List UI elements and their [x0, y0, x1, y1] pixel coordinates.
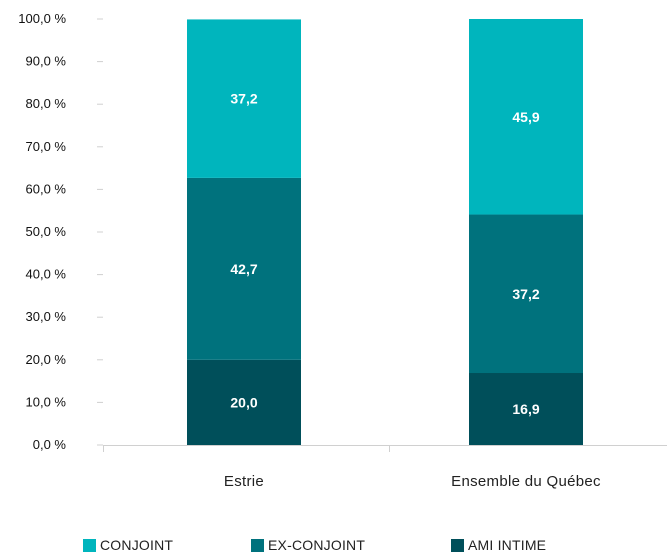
- y-axis: 0,0 % 10,0 % 20,0 % 30,0 % 40,0 % 50,0 % 60,0 …: [18, 11, 103, 452]
- legend-swatch-ami-intime: [451, 538, 464, 552]
- bar-segment-conjoint-ensemble-du-quebec: [469, 19, 583, 215]
- y-tick-label: 50,0 %: [26, 224, 67, 239]
- legend-label-ami-intime: AMI INTIME: [468, 537, 547, 553]
- bar-segment-ex-conjoint-estrie: [187, 177, 301, 360]
- stacked-bar-chart: 0,0 % 10,0 % 20,0 % 30,0 % 40,0 % 50,0 % 60,0 …: [18, 11, 667, 490]
- bar-segment-conjoint-estrie: [187, 19, 301, 178]
- x-category-label: Estrie: [224, 473, 264, 490]
- data-label-conjoint-estrie: 37,2: [230, 91, 257, 107]
- data-label-ami-intime-estrie: 20,0: [230, 394, 257, 410]
- y-tick-label: 20,0 %: [26, 352, 67, 367]
- bar-segment-ami-intime-ensemble-du-quebec: [469, 373, 583, 445]
- y-tick-label: 10,0 %: [26, 394, 67, 409]
- legend-item-ami-intime: AMI INTIME: [451, 537, 546, 553]
- y-tick-label: 0,0 %: [33, 437, 67, 452]
- data-label-conjoint-ensemble-du-quebec: 45,9: [512, 109, 539, 125]
- legend-label-ex-conjoint: EX-CONJOINT: [268, 537, 366, 553]
- bars: 20,0 42,7 37,2 16,9 37,2 45,9: [187, 19, 583, 445]
- legend: CONJOINT EX-CONJOINT AMI INTIME: [0, 537, 667, 557]
- bar-segment-ami-intime-estrie: [187, 359, 301, 445]
- x-axis: Estrie Ensemble du Québec: [103, 445, 667, 490]
- x-category-label: Ensemble du Québec: [451, 473, 601, 490]
- legend-swatch-conjoint: [83, 538, 96, 552]
- bar-segment-ex-conjoint-ensemble-du-quebec: [469, 214, 583, 374]
- data-label-ex-conjoint-estrie: 42,7: [230, 261, 257, 277]
- legend-item-ex-conjoint: EX-CONJOINT: [251, 537, 365, 553]
- y-tick-label: 60,0 %: [26, 181, 67, 196]
- y-tick-label: 80,0 %: [26, 96, 67, 111]
- legend-item-conjoint: CONJOINT: [83, 537, 173, 553]
- legend-label-conjoint: CONJOINT: [100, 537, 174, 553]
- y-tick-label: 40,0 %: [26, 267, 67, 282]
- y-tick-label: 90,0 %: [26, 54, 67, 69]
- legend-swatch-ex-conjoint: [251, 538, 264, 552]
- y-tick-label: 70,0 %: [26, 139, 67, 154]
- data-label-ex-conjoint-ensemble-du-quebec: 37,2: [512, 286, 539, 302]
- y-tick-label: 100,0 %: [18, 11, 66, 26]
- y-tick-label: 30,0 %: [26, 309, 67, 324]
- data-label-ami-intime-ensemble-du-quebec: 16,9: [512, 401, 539, 417]
